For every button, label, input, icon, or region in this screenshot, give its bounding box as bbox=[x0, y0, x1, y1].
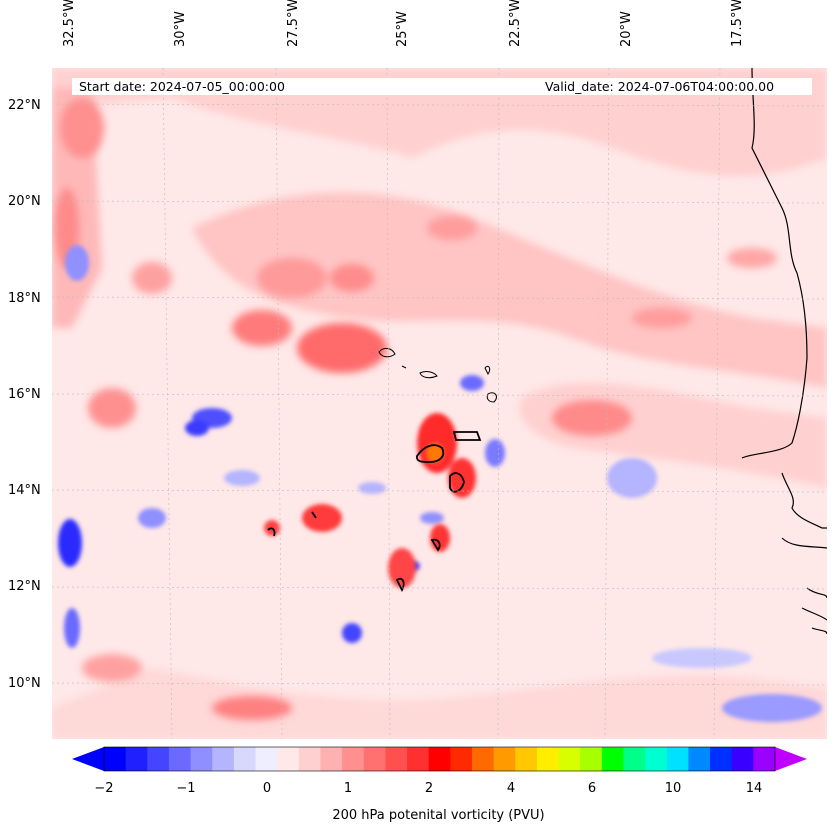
colorbar-segment bbox=[277, 747, 300, 771]
colorbar-segment bbox=[168, 747, 192, 771]
colorbar-segment bbox=[515, 747, 538, 771]
colorbar-extend-right bbox=[775, 747, 807, 771]
colorbar-tick: −1 bbox=[176, 781, 196, 796]
colorbar-tick: 2 bbox=[424, 781, 434, 796]
colorbar-tick: 6 bbox=[587, 781, 597, 796]
colorbar-tick: 4 bbox=[506, 781, 516, 796]
colorbar-segment bbox=[320, 747, 343, 771]
colorbar-segment bbox=[147, 747, 170, 771]
pv-blue-negative-regions bbox=[58, 245, 822, 722]
colorbar-segment bbox=[710, 747, 733, 771]
lat-label-18n: 18°N bbox=[8, 291, 41, 306]
colorbar-segment bbox=[407, 747, 430, 771]
colorbar-segment bbox=[731, 747, 754, 771]
cape-verde-islands bbox=[378, 347, 497, 403]
colorbar-segment bbox=[342, 747, 365, 771]
colorbar-segment bbox=[212, 747, 235, 771]
lat-label-10n: 10°N bbox=[8, 676, 41, 691]
colorbar-segment bbox=[233, 747, 257, 771]
colorbar-segment bbox=[601, 747, 624, 771]
lon-label-22.5w: 22.5°W bbox=[508, 0, 523, 47]
lat-label-20n: 20°N bbox=[8, 194, 41, 209]
colorbar-frame bbox=[103, 746, 776, 772]
colorbar-segment bbox=[471, 747, 495, 771]
pv-map-panel[interactable] bbox=[52, 68, 827, 739]
colorbar-segment bbox=[645, 747, 668, 771]
gridlines bbox=[52, 68, 827, 739]
lat-label-12n: 12°N bbox=[8, 579, 41, 594]
colorbar-label: 200 hPa potenital vorticity (PVU) bbox=[332, 808, 545, 823]
lon-label-17.5w: 17.5°W bbox=[730, 0, 745, 47]
colorbar-tick: 14 bbox=[745, 781, 763, 796]
colorbar-extend-left bbox=[72, 747, 104, 771]
colorbar-segment bbox=[255, 747, 278, 771]
colorbar-tick: −2 bbox=[94, 781, 114, 796]
lon-label-25w: 25°W bbox=[395, 11, 410, 47]
lat-label-22n: 22°N bbox=[8, 98, 41, 113]
coastline-africa bbox=[741, 68, 827, 635]
lon-label-27.5w: 27.5°W bbox=[286, 0, 301, 47]
lat-label-14n: 14°N bbox=[8, 483, 41, 498]
colorbar-segment bbox=[428, 747, 451, 771]
pv-field-svg bbox=[52, 68, 827, 739]
colorbar-segment bbox=[580, 747, 603, 771]
start-date-annotation: Start date: 2024-07-05_00:00:00 bbox=[72, 78, 549, 95]
colorbar-segment bbox=[536, 747, 560, 771]
pv-2pvu-contours bbox=[267, 431, 482, 593]
colorbar-segment bbox=[190, 747, 213, 771]
colorbar-tick: 1 bbox=[343, 781, 353, 796]
colorbar-tick: 10 bbox=[664, 781, 682, 796]
colorbar-segment bbox=[125, 747, 148, 771]
colorbar-segment bbox=[493, 747, 516, 771]
lon-label-20w: 20°W bbox=[619, 11, 634, 47]
lon-label-30w: 30°W bbox=[173, 11, 188, 47]
colorbar-segment bbox=[688, 747, 711, 771]
lat-label-16n: 16°N bbox=[8, 387, 41, 402]
colorbar-segment bbox=[104, 747, 127, 771]
valid-date-annotation: Valid_date: 2024-07-06T04:00:00.00 bbox=[540, 78, 812, 95]
lon-label-32.5w: 32.5°W bbox=[62, 0, 77, 47]
colorbar-segment bbox=[385, 747, 408, 771]
colorbar-segment bbox=[558, 747, 581, 771]
colorbar-segments bbox=[104, 747, 776, 771]
colorbar-segment bbox=[298, 747, 321, 771]
colorbar-segment bbox=[753, 747, 776, 771]
colorbar-segment bbox=[623, 747, 646, 771]
colorbar-segment bbox=[666, 747, 689, 771]
colorbar-segment bbox=[450, 747, 473, 771]
pv-medium-red-blobs bbox=[55, 98, 777, 720]
colorbar-segment bbox=[363, 747, 386, 771]
colorbar-tick: 0 bbox=[262, 781, 272, 796]
